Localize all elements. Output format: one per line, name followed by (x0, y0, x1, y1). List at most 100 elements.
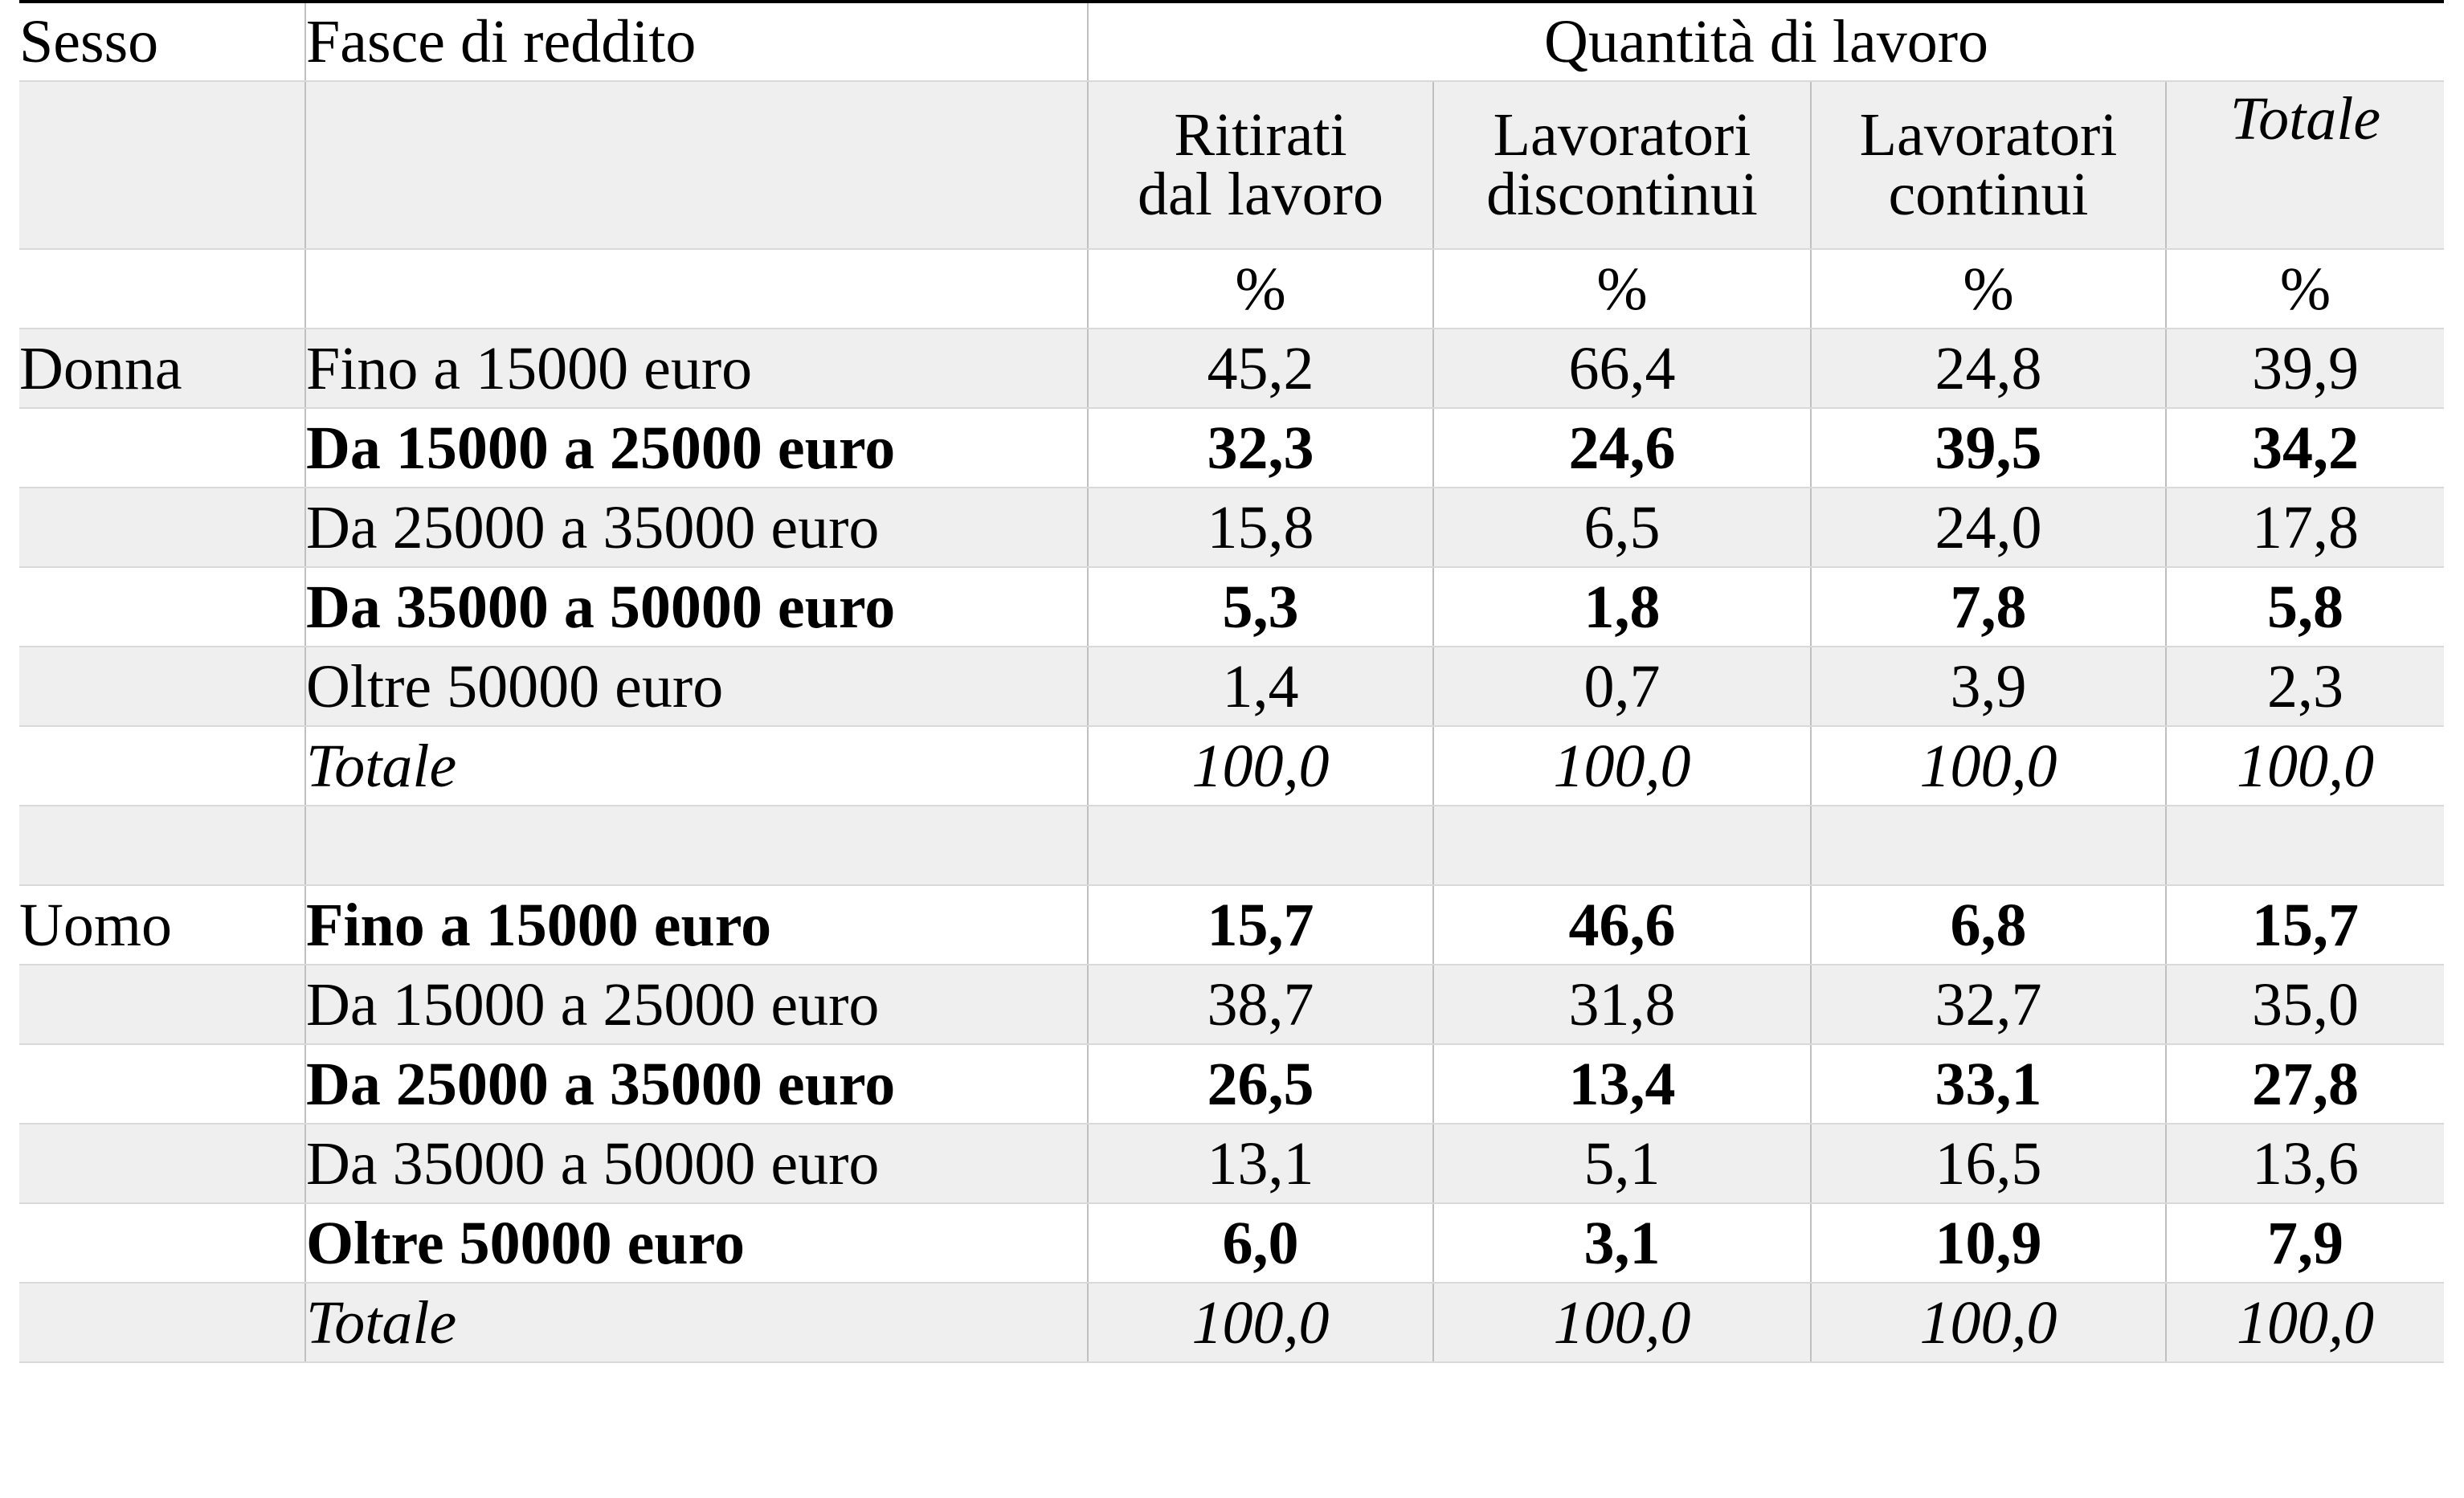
percent-value: 39,9 (2164, 329, 2445, 409)
income-band-label: Oltre 50000 euro (304, 647, 1088, 727)
percent-value: 1,8 (1432, 567, 1811, 647)
table-header-row: Sesso Fasce di reddito Quantità di lavor… (19, 0, 2445, 82)
sex-label: Uomo (19, 885, 305, 965)
percent-value: 13,4 (1432, 1044, 1811, 1125)
income-band-label: Da 35000 a 50000 euro (304, 1124, 1088, 1204)
unit-label: % (1432, 249, 1811, 329)
percent-value: 5,1 (1432, 1124, 1811, 1204)
percent-value: 7,9 (2164, 1203, 2445, 1284)
income-band-label: Da 25000 a 35000 euro (304, 1044, 1088, 1125)
column-header-continuous: Lavoratori continui (1810, 81, 2166, 250)
income-band-label: Da 35000 a 50000 euro (304, 567, 1088, 647)
percent-value: 100,0 (2164, 726, 2445, 806)
percent-value: 35,0 (2164, 965, 2445, 1045)
percent-value: 2,3 (2164, 647, 2445, 727)
table-row: Da 25000 a 35000 euro 15,8 6,5 24,0 17,8 (19, 488, 2445, 568)
spacer-row (19, 806, 2445, 886)
empty-cell (1432, 806, 1811, 886)
table-row: Da 35000 a 50000 euro 5,3 1,8 7,8 5,8 (19, 567, 2445, 647)
column-header-total: Totale (2164, 81, 2445, 250)
empty-cell (19, 647, 305, 727)
percent-value: 6,0 (1087, 1203, 1433, 1284)
income-band-label: Oltre 50000 euro (304, 1203, 1088, 1284)
table-row: Oltre 50000 euro 1,4 0,7 3,9 2,3 (19, 647, 2445, 727)
percent-value: 7,8 (1810, 567, 2166, 647)
column-header-line: Lavoratori (1859, 100, 2118, 169)
percent-value: 38,7 (1087, 965, 1433, 1045)
percent-value: 100,0 (1810, 726, 2166, 806)
percent-value: 100,0 (1810, 1283, 2166, 1363)
percent-value: 0,7 (1432, 647, 1811, 727)
empty-header-cell (304, 81, 1088, 250)
unit-label: % (1087, 249, 1433, 329)
percent-value: 10,9 (1810, 1203, 2166, 1284)
empty-cell (19, 726, 305, 806)
percent-value: 13,6 (2164, 1124, 2445, 1204)
empty-cell (1810, 806, 2166, 886)
percent-value: 33,1 (1810, 1044, 2166, 1125)
income-band-label: Fino a 15000 euro (304, 885, 1088, 965)
percent-value: 16,5 (1810, 1124, 2166, 1204)
header-sex: Sesso (19, 0, 305, 82)
percent-value: 1,4 (1087, 647, 1433, 727)
header-income-band: Fasce di reddito (304, 0, 1088, 82)
table-row: Da 25000 a 35000 euro 26,5 13,4 33,1 27,8 (19, 1044, 2445, 1125)
percent-value: 15,7 (1087, 885, 1433, 965)
header-work-quantity: Quantità di lavoro (1086, 0, 2445, 82)
column-header-line: Ritirati (1174, 100, 1347, 169)
percent-value: 27,8 (2164, 1044, 2445, 1125)
column-header-line: discontinui (1486, 160, 1758, 228)
income-band-label: Da 15000 a 25000 euro (304, 965, 1088, 1045)
table-row: Uomo Fino a 15000 euro 15,7 46,6 6,8 15,7 (19, 885, 2445, 965)
empty-cell (19, 408, 305, 488)
table-total-row: Totale 100,0 100,0 100,0 100,0 (19, 726, 2445, 806)
percent-value: 45,2 (1087, 329, 1433, 409)
percent-value: 66,4 (1432, 329, 1811, 409)
empty-cell (19, 806, 305, 886)
column-header-retired: Ritirati dal lavoro (1087, 81, 1433, 250)
table-row: Da 15000 a 25000 euro 38,7 31,8 32,7 35,0 (19, 965, 2445, 1045)
empty-header-cell (19, 81, 305, 250)
percent-value: 15,8 (1087, 488, 1433, 568)
percent-value: 6,5 (1432, 488, 1811, 568)
percent-value: 5,3 (1087, 567, 1433, 647)
percent-value: 3,1 (1432, 1203, 1811, 1284)
empty-cell (1087, 806, 1433, 886)
table-row: Donna Fino a 15000 euro 45,2 66,4 24,8 39,9 (19, 329, 2445, 409)
percent-value: 13,1 (1087, 1124, 1433, 1204)
empty-cell (19, 1203, 305, 1284)
empty-cell (19, 1124, 305, 1204)
column-header-line: continui (1888, 160, 2089, 228)
table-row: Da 35000 a 50000 euro 13,1 5,1 16,5 13,6 (19, 1124, 2445, 1204)
percent-value: 24,8 (1810, 329, 2166, 409)
column-header-line: Totale (2229, 85, 2381, 153)
percent-value: 6,8 (1810, 885, 2166, 965)
empty-cell (304, 806, 1088, 886)
table-body: Donna Fino a 15000 euro 45,2 66,4 24,8 39,9 Da… (19, 329, 2445, 1363)
empty-unit-cell (19, 249, 305, 329)
percent-value: 39,5 (1810, 408, 2166, 488)
income-band-label: Fino a 15000 euro (304, 329, 1088, 409)
empty-cell (19, 488, 305, 568)
empty-cell (19, 1283, 305, 1363)
percent-value: 34,2 (2164, 408, 2445, 488)
table-row: Oltre 50000 euro 6,0 3,1 10,9 7,9 (19, 1203, 2445, 1284)
table-row: Da 15000 a 25000 euro 32,3 24,6 39,5 34,2 (19, 408, 2445, 488)
table-total-row: Totale 100,0 100,0 100,0 100,0 (19, 1283, 2445, 1363)
percent-value: 26,5 (1087, 1044, 1433, 1125)
percent-value: 31,8 (1432, 965, 1811, 1045)
percent-value: 3,9 (1810, 647, 2166, 727)
column-header-row: Ritirati dal lavoro Lavoratori discontin… (19, 81, 2445, 250)
column-header-discontinuous: Lavoratori discontinui (1432, 81, 1811, 250)
unit-row: % % % % (19, 249, 2445, 329)
empty-cell (19, 1044, 305, 1125)
column-header-line: dal lavoro (1137, 160, 1383, 228)
percent-value: 24,6 (1432, 408, 1811, 488)
unit-label: % (2164, 249, 2445, 329)
percent-value: 32,7 (1810, 965, 2166, 1045)
percent-value: 100,0 (1432, 726, 1811, 806)
empty-cell (19, 567, 305, 647)
empty-unit-cell (304, 249, 1088, 329)
total-label: Totale (304, 1283, 1088, 1363)
income-band-label: Da 25000 a 35000 euro (304, 488, 1088, 568)
